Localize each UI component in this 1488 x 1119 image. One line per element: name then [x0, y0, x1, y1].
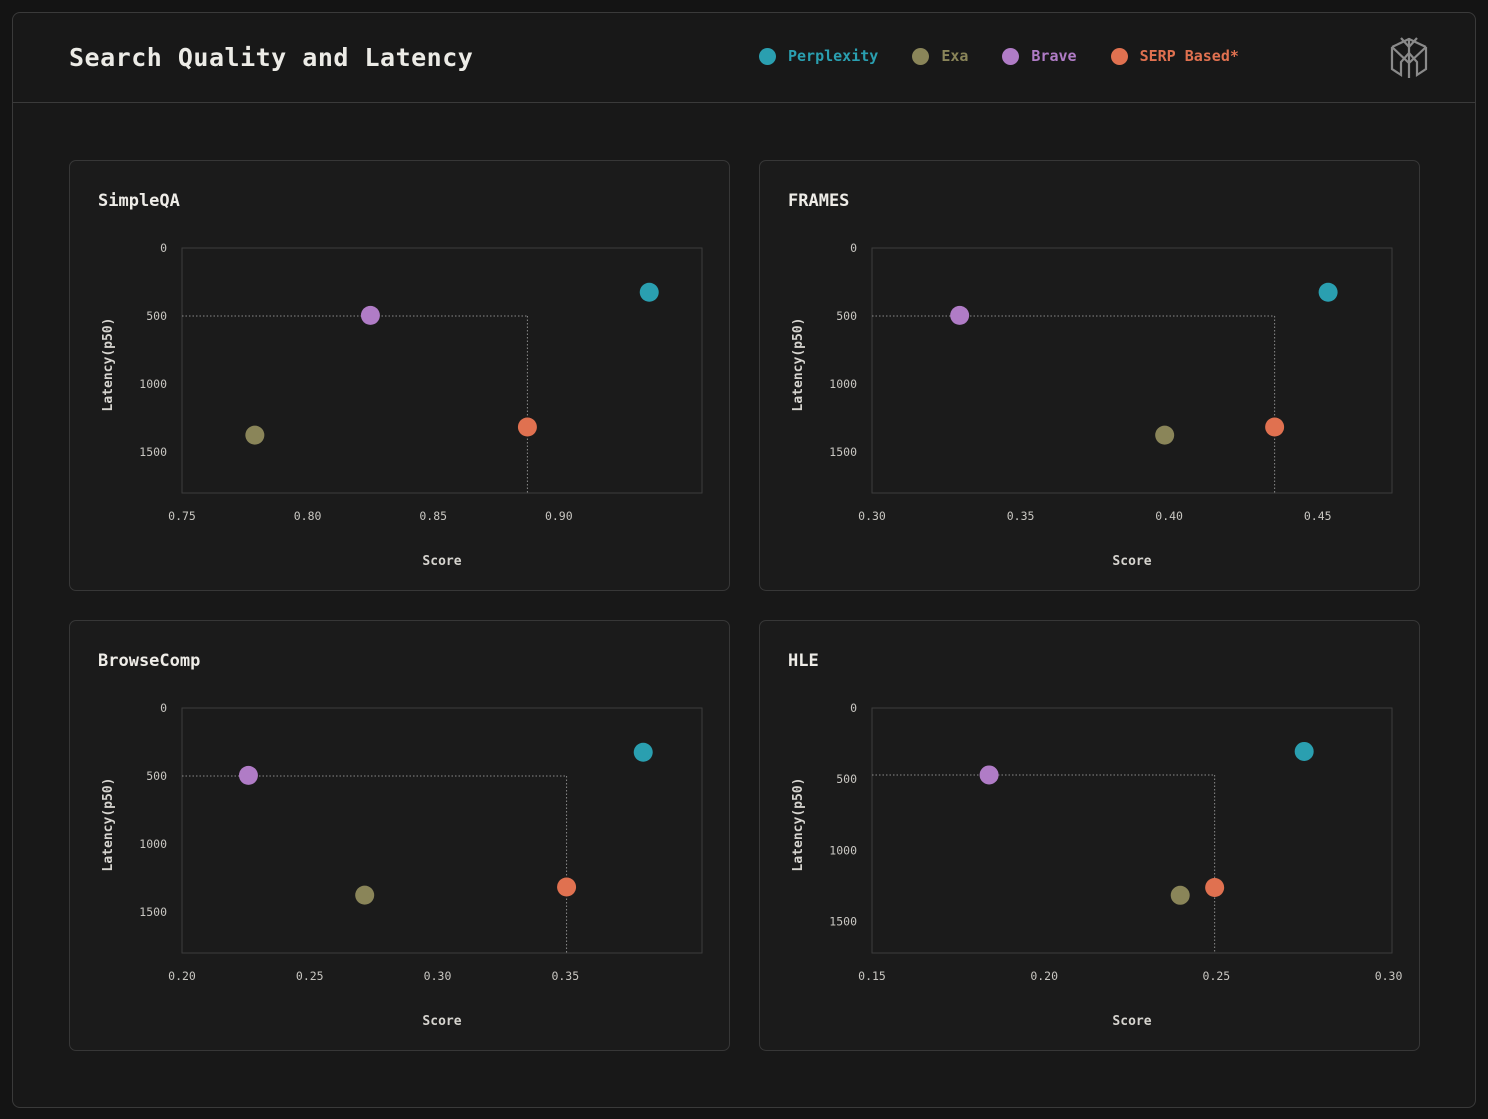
legend-label-serp: SERP Based* [1139, 47, 1239, 65]
y-tick-label: 1000 [829, 377, 857, 391]
data-point-serp-based [1265, 417, 1285, 437]
legend-item-exa: Exa [912, 47, 968, 65]
chart-title: BrowseComp [98, 651, 201, 671]
y-tick-label: 500 [146, 309, 167, 323]
legend: Perplexity Exa Brave SERP Based* [759, 47, 1239, 65]
x-axis-label: Score [1112, 554, 1151, 569]
legend-dot-brave [1002, 47, 1020, 65]
legend-label-perplexity: Perplexity [788, 47, 879, 65]
legend-item-serp: SERP Based* [1110, 47, 1239, 65]
x-axis-label: Score [422, 554, 461, 569]
y-axis-label: Latency(p50) [791, 778, 806, 872]
x-tick-label: 0.45 [1304, 509, 1332, 523]
y-tick-label: 0 [160, 241, 167, 255]
x-tick-label: 0.20 [168, 969, 196, 983]
x-tick-label: 0.30 [858, 509, 886, 523]
y-axis-label: Latency(p50) [101, 778, 116, 872]
data-point-exa [1170, 885, 1190, 905]
x-tick-label: 0.35 [1007, 509, 1035, 523]
chart-panel-browsecomp: BrowseComp 0 500 1000 1500 0.20 0.25 0.30 0.35 S… [69, 620, 730, 1051]
data-point-exa [355, 885, 375, 905]
x-axis-label: Score [1112, 1014, 1151, 1029]
data-point-brave [238, 765, 258, 785]
data-point-exa [245, 425, 265, 445]
x-tick-label: 0.30 [1375, 969, 1403, 983]
data-point-perplexity [1294, 741, 1314, 761]
perplexity-logo-icon [1389, 37, 1429, 83]
data-point-perplexity [1318, 282, 1338, 302]
y-tick-label: 1500 [139, 905, 167, 919]
x-tick-label: 0.20 [1030, 969, 1058, 983]
x-tick-label: 0.15 [858, 969, 886, 983]
header: Search Quality and Latency Perplexity Ex… [13, 13, 1475, 103]
x-tick-label: 0.35 [551, 969, 579, 983]
y-axis-label: Latency(p50) [101, 318, 116, 412]
plot-area [181, 707, 703, 954]
y-tick-label: 1000 [829, 843, 857, 857]
plot-area [871, 247, 1393, 494]
data-point-brave [950, 305, 970, 325]
data-point-brave [979, 765, 999, 785]
x-tick-label: 0.40 [1155, 509, 1183, 523]
chart-panel-simpleqa: SimpleQA 0 500 1000 1500 0.75 0.80 0.85 0.90 Sco… [69, 160, 730, 591]
chart-panel-hle: HLE 0 500 1000 1500 0.15 0.20 0.25 0.30 Score Lat… [759, 620, 1420, 1051]
data-point-perplexity [633, 742, 653, 762]
x-tick-label: 0.25 [296, 969, 324, 983]
scatter-chart-simpleqa: 0 500 1000 1500 0.75 0.80 0.85 0.90 Score Latency… [101, 241, 703, 569]
chart-title: SimpleQA [98, 191, 180, 211]
x-axis-label: Score [422, 1014, 461, 1029]
y-tick-label: 1000 [139, 837, 167, 851]
y-tick-label: 500 [836, 772, 857, 786]
data-point-exa [1155, 425, 1175, 445]
legend-dot-serp [1110, 47, 1128, 65]
y-tick-label: 0 [850, 701, 857, 715]
scatter-chart-hle: 0 500 1000 1500 0.15 0.20 0.25 0.30 Score Latency… [791, 701, 1403, 1029]
y-tick-label: 1500 [139, 445, 167, 459]
legend-label-brave: Brave [1031, 47, 1077, 65]
y-tick-label: 1000 [139, 377, 167, 391]
data-point-serp-based [517, 417, 537, 437]
scatter-chart-browsecomp: 0 500 1000 1500 0.20 0.25 0.30 0.35 Score Latency… [101, 701, 703, 1029]
page-title: Search Quality and Latency [69, 43, 474, 72]
y-tick-label: 1500 [829, 915, 857, 929]
legend-item-brave: Brave [1002, 47, 1077, 65]
data-point-serp-based [1205, 877, 1225, 897]
x-tick-label: 0.80 [294, 509, 322, 523]
legend-label-exa: Exa [941, 47, 969, 65]
chart-title: HLE [788, 651, 819, 671]
scatter-chart-frames: 0 500 1000 1500 0.30 0.35 0.40 0.45 Score Latency… [791, 241, 1393, 569]
data-point-brave [360, 305, 380, 325]
chart-title: FRAMES [788, 191, 850, 211]
legend-item-perplexity: Perplexity [759, 47, 878, 65]
x-tick-label: 0.90 [545, 509, 573, 523]
y-tick-label: 0 [850, 241, 857, 255]
y-tick-label: 500 [146, 769, 167, 783]
x-tick-label: 0.25 [1203, 969, 1231, 983]
y-axis-label: Latency(p50) [791, 318, 806, 412]
legend-dot-exa [912, 47, 930, 65]
data-point-serp-based [557, 877, 577, 897]
x-tick-label: 0.85 [419, 509, 447, 523]
plot-area [181, 247, 703, 494]
data-point-perplexity [639, 282, 659, 302]
y-tick-label: 500 [836, 309, 857, 323]
legend-dot-perplexity [759, 47, 776, 65]
chart-panel-frames: FRAMES 0 500 1000 1500 0.30 0.35 0.40 0.45 Score… [759, 160, 1420, 591]
y-tick-label: 1500 [829, 445, 857, 459]
x-tick-label: 0.30 [424, 969, 452, 983]
y-tick-label: 0 [160, 701, 167, 715]
plot-area [871, 707, 1393, 954]
x-tick-label: 0.75 [168, 509, 196, 523]
